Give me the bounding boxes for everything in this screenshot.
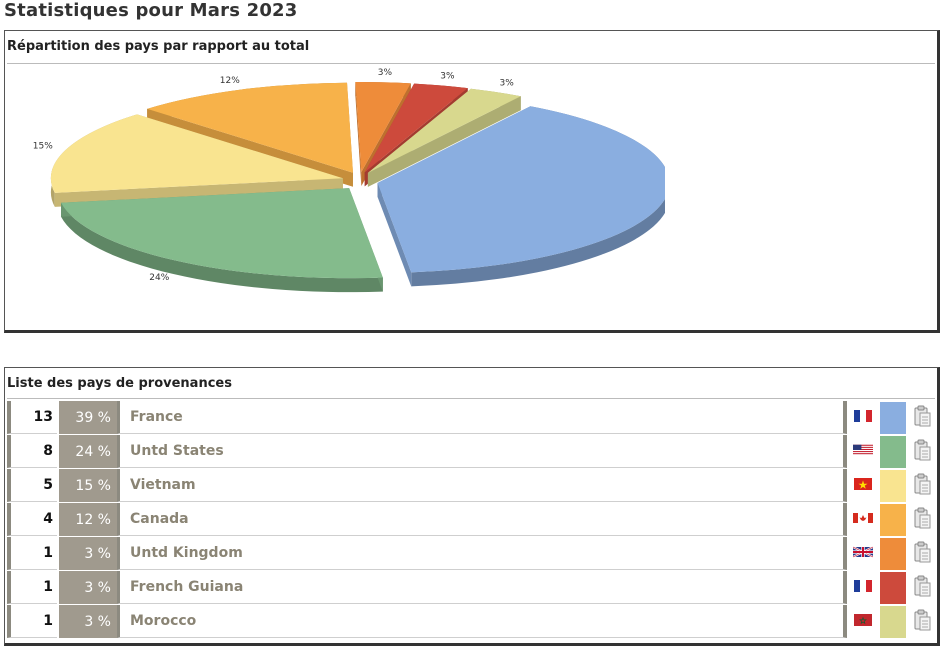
pie-data-label: 3% — [500, 79, 515, 89]
ma-flag-icon — [853, 613, 873, 630]
visit-count: 4 — [7, 503, 57, 536]
country-name: Morocco — [117, 605, 847, 638]
fr-flag-icon — [853, 579, 873, 596]
color-swatch — [880, 401, 906, 434]
details-cell[interactable] — [907, 605, 937, 638]
details-cell[interactable] — [907, 435, 937, 468]
clipboard-icon[interactable] — [913, 507, 931, 533]
table-row: 4 12 % Canada — [7, 503, 937, 536]
pie-slice-untd-states — [61, 188, 383, 293]
percent-cell: 24 % — [57, 435, 117, 468]
divider — [7, 398, 935, 399]
flag-cell — [847, 435, 879, 468]
visit-count: 5 — [7, 469, 57, 502]
us-flag-icon — [853, 444, 873, 460]
chart-panel-title: Répartition des pays par rapport au tota… — [7, 39, 310, 54]
details-cell[interactable] — [907, 537, 937, 570]
color-swatch-cell — [879, 401, 907, 434]
pie-data-label: 24% — [149, 273, 169, 283]
details-cell[interactable] — [907, 401, 937, 434]
color-swatch-cell — [879, 537, 907, 570]
visit-count: 1 — [7, 605, 57, 638]
flag-cell — [847, 537, 879, 570]
country-list-panel: Liste des pays de provenances 13 39 % Fran… — [4, 367, 940, 646]
visit-count: 1 — [7, 537, 57, 570]
clipboard-icon[interactable] — [913, 575, 931, 601]
details-cell[interactable] — [907, 503, 937, 536]
country-table: 13 39 % France 8 24 % Untd States 5 15 % Vietnam… — [7, 400, 937, 639]
color-swatch-cell — [879, 503, 907, 536]
color-swatch-cell — [879, 605, 907, 638]
country-name: Canada — [117, 503, 847, 536]
pie-slice-morocco — [367, 88, 521, 187]
vn-flag-icon — [853, 477, 873, 494]
table-row: 5 15 % Vietnam — [7, 469, 937, 502]
country-name: France — [117, 401, 847, 434]
table-row: 13 39 % France — [7, 401, 937, 434]
pie-data-label: 3% — [440, 72, 455, 82]
clipboard-icon[interactable] — [913, 439, 931, 465]
list-panel-title: Liste des pays de provenances — [7, 376, 232, 391]
flag-cell — [847, 605, 879, 638]
percent-cell: 12 % — [57, 503, 117, 536]
color-swatch — [880, 605, 906, 638]
pie-data-label: 12% — [220, 76, 240, 86]
chart-panel: Répartition des pays par rapport au tota… — [4, 30, 940, 333]
clipboard-icon[interactable] — [913, 405, 931, 431]
visit-count: 8 — [7, 435, 57, 468]
divider — [7, 63, 935, 64]
percent-cell: 39 % — [57, 401, 117, 434]
color-swatch — [880, 503, 906, 536]
percent-cell: 3 % — [57, 571, 117, 604]
percent-cell: 3 % — [57, 605, 117, 638]
visit-count: 1 — [7, 571, 57, 604]
page-title: Statistiques pour Mars 2023 — [4, 0, 298, 21]
color-swatch — [880, 469, 906, 502]
color-swatch — [880, 571, 906, 604]
pie-slice-france — [377, 106, 665, 287]
ca-flag-icon — [853, 512, 873, 528]
table-row: 8 24 % Untd States — [7, 435, 937, 468]
country-name: Untd States — [117, 435, 847, 468]
clipboard-icon[interactable] — [913, 541, 931, 567]
percent-cell: 3 % — [57, 537, 117, 570]
color-swatch-cell — [879, 469, 907, 502]
fr-flag-icon — [853, 409, 873, 426]
details-cell[interactable] — [907, 571, 937, 604]
details-cell[interactable] — [907, 469, 937, 502]
country-name: French Guiana — [117, 571, 847, 604]
clipboard-icon[interactable] — [913, 609, 931, 635]
visit-count: 13 — [7, 401, 57, 434]
clipboard-icon[interactable] — [913, 473, 931, 499]
color-swatch — [880, 537, 906, 570]
gb-flag-icon — [852, 545, 874, 562]
percent-cell: 15 % — [57, 469, 117, 502]
country-name: Vietnam — [117, 469, 847, 502]
pie-data-label: 15% — [33, 141, 53, 151]
flag-cell — [847, 401, 879, 434]
color-swatch-cell — [879, 435, 907, 468]
pie-data-label: 3% — [378, 68, 393, 78]
color-swatch — [880, 435, 906, 468]
flag-cell — [847, 469, 879, 502]
country-name: Untd Kingdom — [117, 537, 847, 570]
flag-cell — [847, 503, 879, 536]
pie-chart: 3%3%12%3%15%39%24% — [33, 68, 665, 293]
color-swatch-cell — [879, 571, 907, 604]
flag-cell — [847, 571, 879, 604]
